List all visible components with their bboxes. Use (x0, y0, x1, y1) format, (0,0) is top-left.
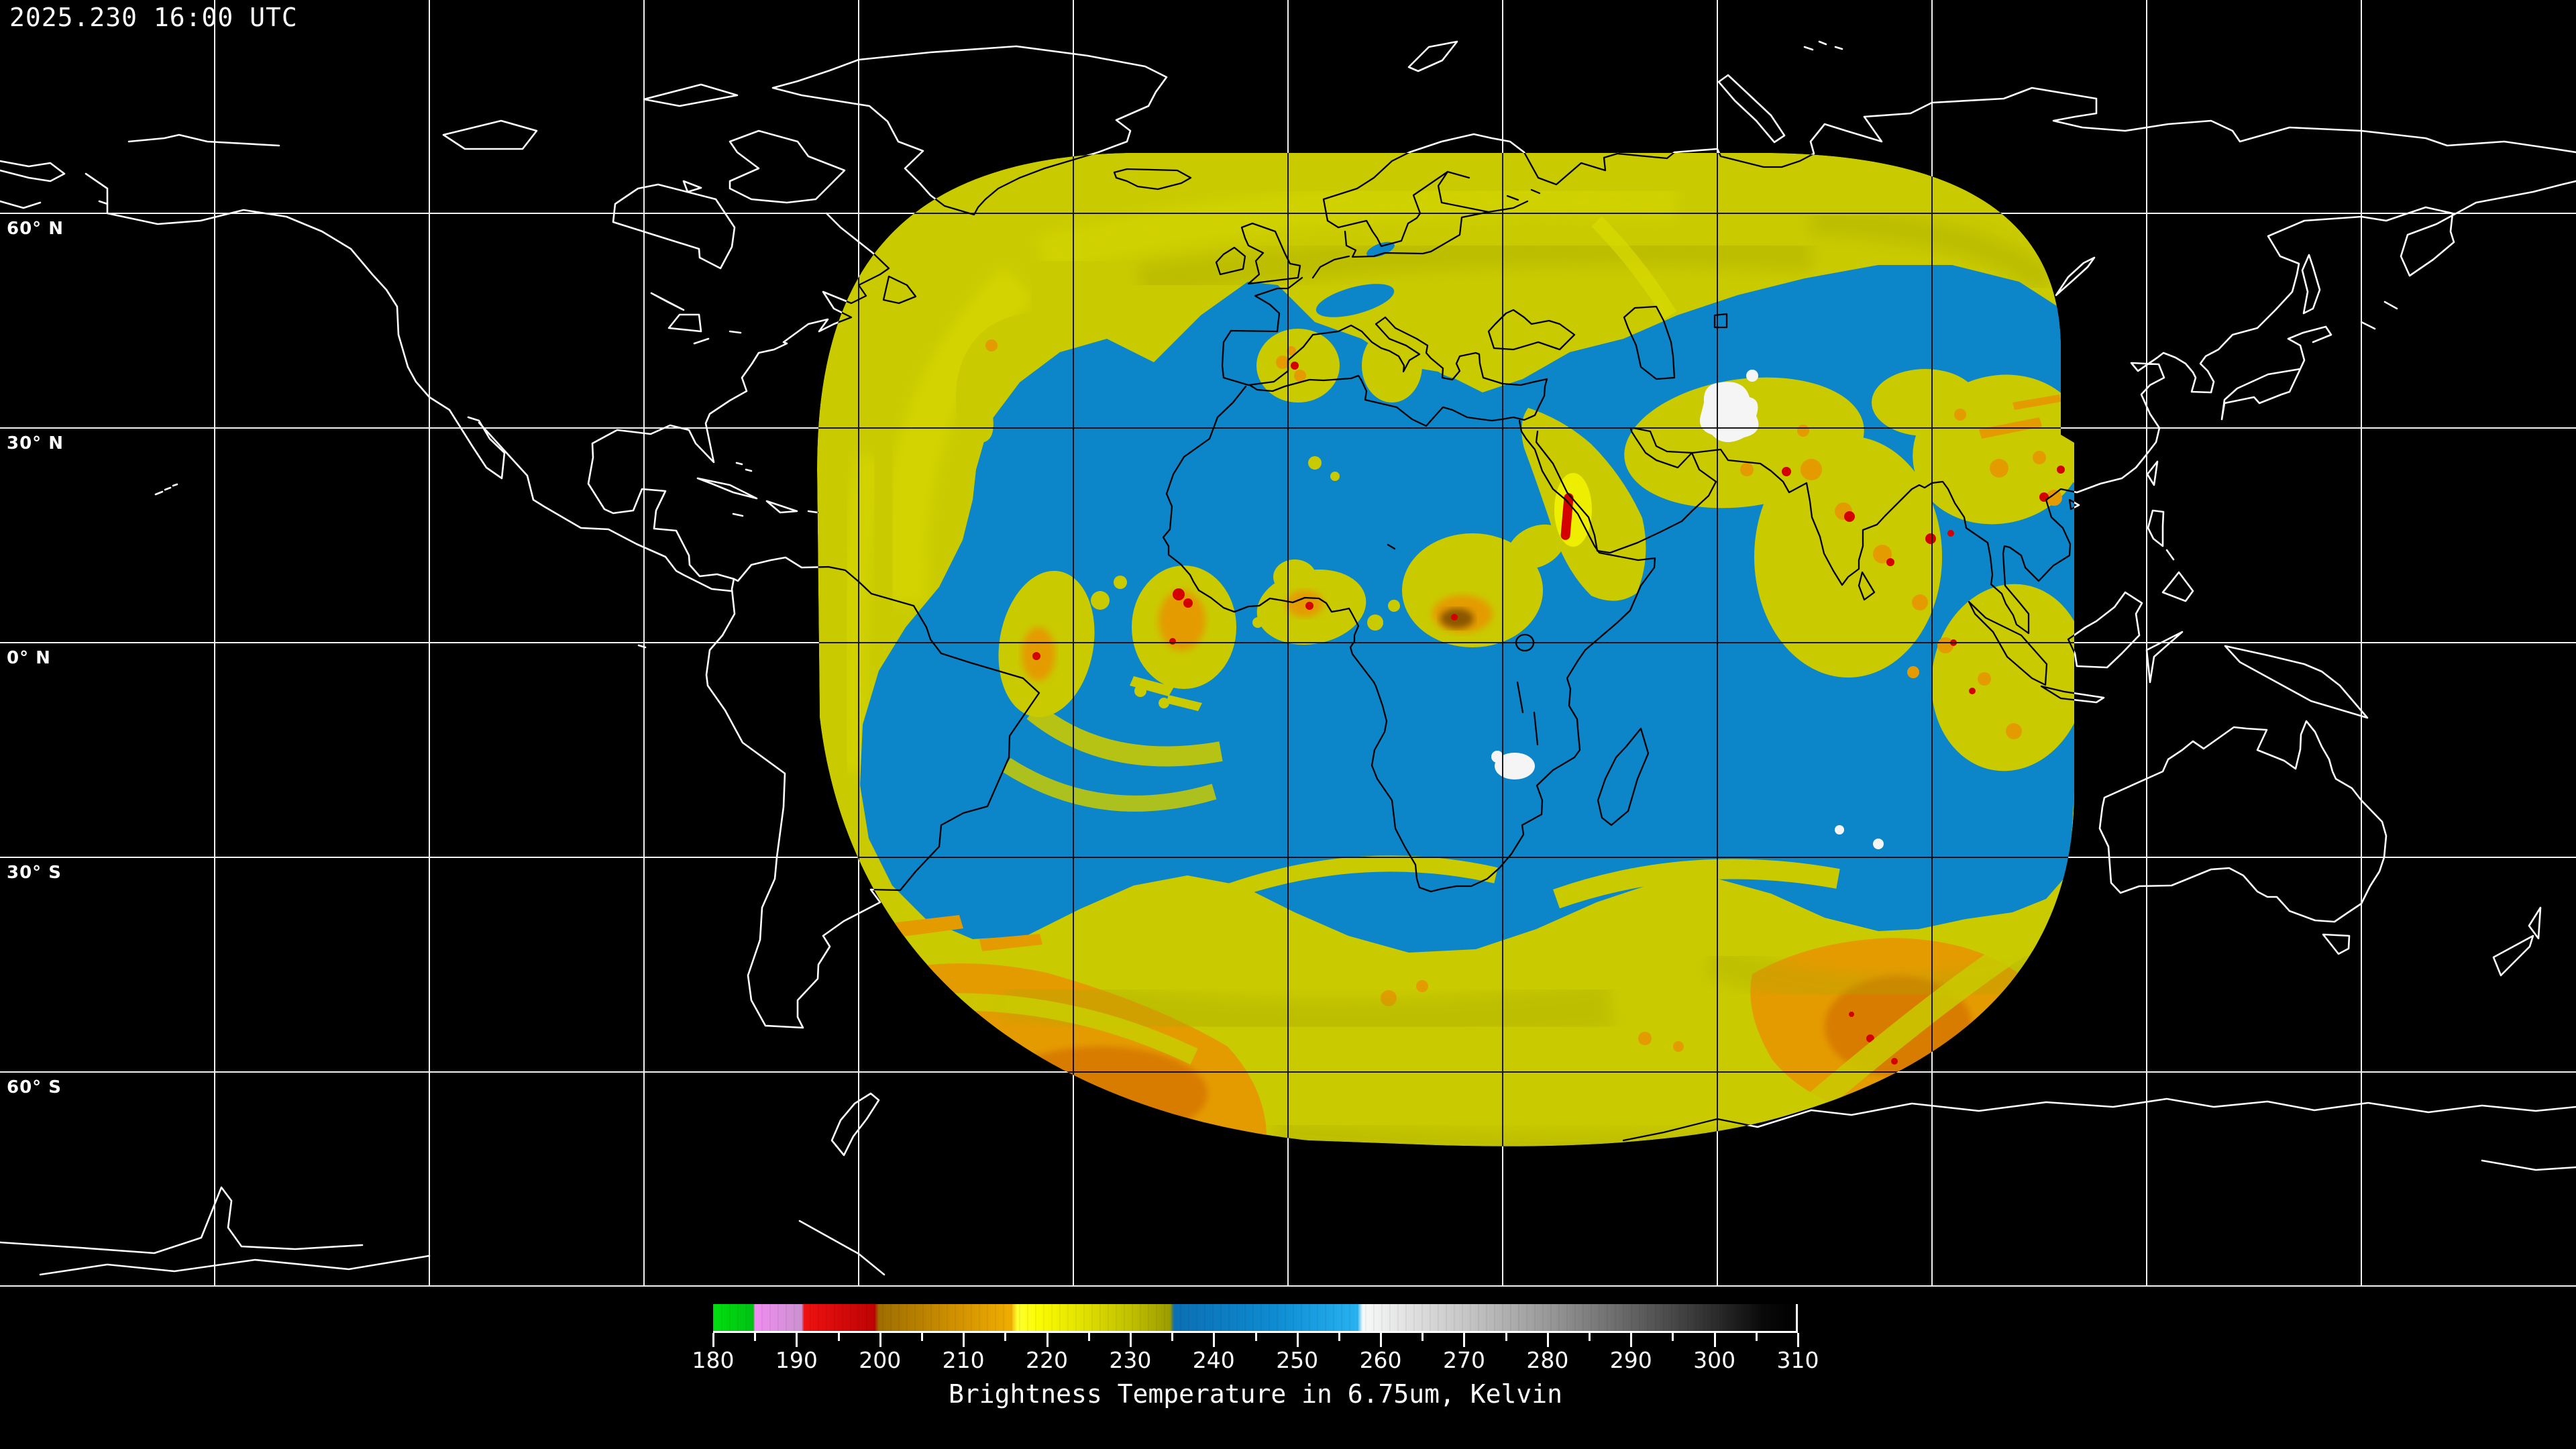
minor-tick (754, 1333, 757, 1341)
world-map (0, 0, 2576, 1288)
colorbar-caption: Brightness Temperature in 6.75um, Kelvin (948, 1379, 1563, 1409)
tick-label: 300 (1693, 1347, 1736, 1373)
major-tick (1046, 1333, 1049, 1347)
lat-label: 0° N (7, 648, 51, 668)
tick-label: 240 (1192, 1347, 1235, 1373)
minor-tick (1755, 1333, 1758, 1341)
tick-label: 220 (1026, 1347, 1069, 1373)
lat-label: 30° N (7, 433, 64, 453)
major-tick (796, 1333, 798, 1347)
warm-white-spots (1491, 370, 1884, 849)
tick-label: 290 (1609, 1347, 1652, 1373)
minor-tick (1421, 1333, 1424, 1341)
minor-tick (1171, 1333, 1174, 1341)
lat-label: 60° N (7, 219, 64, 239)
tick-label: 260 (1359, 1347, 1402, 1373)
major-tick (1380, 1333, 1383, 1347)
tick-label: 280 (1526, 1347, 1569, 1373)
tick-label: 190 (775, 1347, 818, 1373)
colorbar (713, 1304, 1798, 1333)
minor-tick (1004, 1333, 1007, 1341)
minor-tick (1672, 1333, 1674, 1341)
major-tick (879, 1333, 881, 1347)
tick-label: 250 (1276, 1347, 1319, 1373)
minor-tick (1338, 1333, 1340, 1341)
minor-tick (1087, 1333, 1090, 1341)
cloud-streaks-yellow (1002, 703, 1840, 909)
major-tick (1129, 1333, 1132, 1347)
major-tick (1630, 1333, 1633, 1347)
convective-red-spots (1032, 362, 2065, 1065)
lat-label: 30° S (7, 863, 62, 883)
major-tick (1797, 1333, 1799, 1347)
major-tick (1296, 1333, 1299, 1347)
tick-label: 210 (942, 1347, 985, 1373)
minor-tick (1505, 1333, 1507, 1341)
minor-tick (1254, 1333, 1257, 1341)
major-tick (712, 1333, 714, 1347)
tick-label: 230 (1109, 1347, 1152, 1373)
major-tick (1213, 1333, 1216, 1347)
timestamp: 2025.230 16:00 UTC (9, 3, 298, 32)
blue-patches (1316, 241, 1395, 317)
tick-label: 180 (692, 1347, 735, 1373)
colorbar-ticks (712, 1333, 1799, 1349)
tick-label: 200 (859, 1347, 902, 1373)
lat-label: 60° S (7, 1077, 62, 1097)
minor-tick (920, 1333, 923, 1341)
major-tick (1713, 1333, 1716, 1347)
minor-tick (1589, 1333, 1591, 1341)
colorbar-tick-labels: 180 190 200 210 220 230 240 250 260 270 280 290 300 3… (692, 1347, 1819, 1375)
major-tick (1546, 1333, 1549, 1347)
colorbar-banding (713, 1304, 1796, 1331)
tick-label: 310 (1776, 1347, 1819, 1373)
graticule-white (0, 0, 2576, 1287)
major-tick (963, 1333, 965, 1347)
major-tick (1463, 1333, 1466, 1347)
minor-tick (837, 1333, 840, 1341)
tick-label: 270 (1442, 1347, 1485, 1373)
